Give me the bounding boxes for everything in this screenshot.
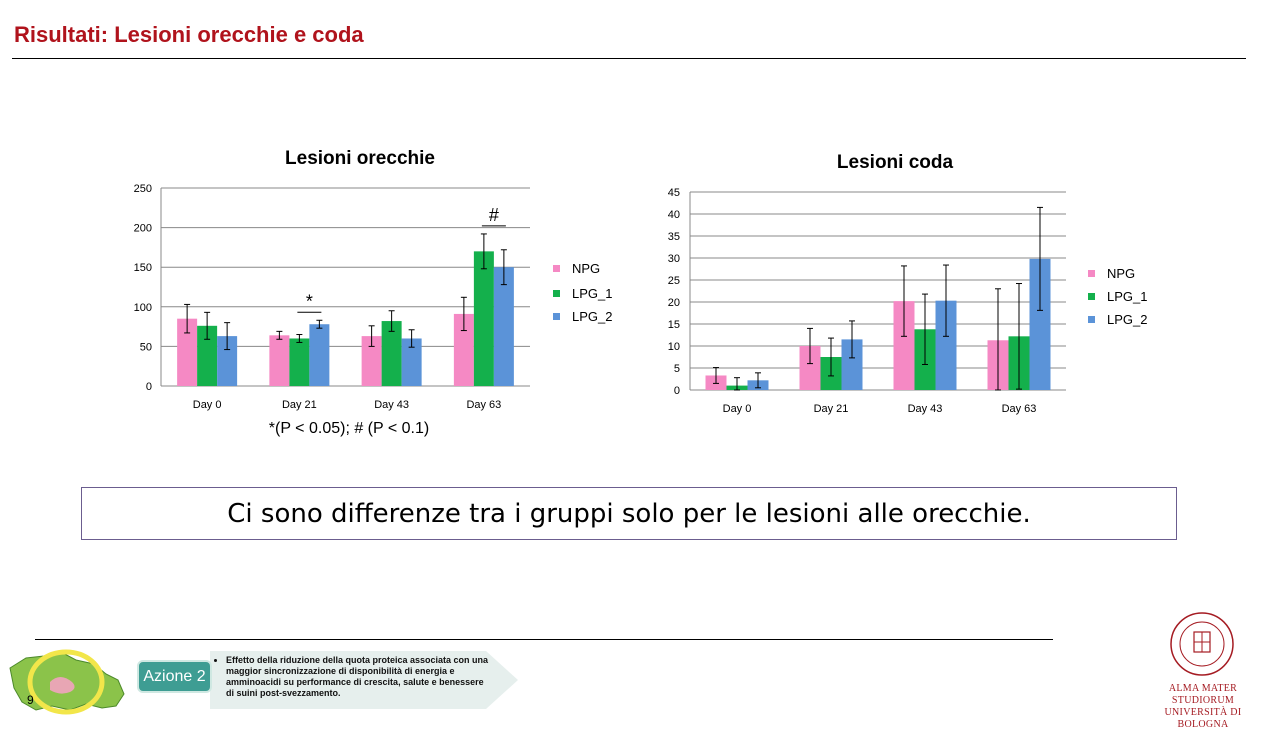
c1-x-tick-label: Day 0	[723, 403, 752, 415]
c0-y-tick-label: 100	[134, 302, 152, 314]
c0-x-tick-label: Day 63	[466, 399, 501, 411]
action-arrow	[210, 651, 518, 709]
c1-y-tick-label: 25	[668, 275, 680, 287]
university-name: ALMA MATER STUDIORUM UNIVERSITÀ DI BOLOG…	[1140, 683, 1266, 731]
c0-bar-LPG_1	[473, 251, 494, 386]
c0-bar-NPG	[177, 318, 198, 386]
c1-bar-LPG_2	[841, 339, 863, 390]
c1-y-tick-label: 40	[668, 209, 680, 221]
c1-bar-LPG_2	[935, 300, 957, 390]
c1-legend-label: LPG_1	[1107, 289, 1147, 304]
c1-y-tick-label: 45	[668, 187, 680, 199]
c1-chart-title: Lesioni coda	[837, 152, 954, 173]
c0-significance-marker: #	[489, 205, 499, 225]
c0-bar-LPG_1	[197, 325, 218, 386]
c0-legend-label: NPG	[572, 261, 600, 276]
c0-bar-LPG_2	[493, 267, 514, 386]
c0-bar-NPG	[361, 336, 382, 386]
c0-y-tick-label: 50	[140, 341, 152, 353]
page-number: 9	[27, 693, 34, 707]
action-label: Azione 2	[137, 660, 212, 693]
c0-legend-label: LPG_1	[572, 286, 612, 301]
c1-x-tick-label: Day 21	[814, 403, 849, 415]
c0-bar-NPG	[269, 335, 290, 386]
c1-bar-LPG_2	[1029, 258, 1051, 390]
c0-footnote: *(P < 0.05); # (P < 0.1)	[269, 420, 429, 437]
c0-legend-swatch-LPG_1	[553, 290, 560, 297]
conclusion-box: Ci sono differenze tra i gruppi solo per…	[81, 487, 1177, 540]
c1-y-tick-label: 15	[668, 319, 680, 331]
c0-bar-LPG_1	[381, 321, 402, 386]
c1-y-tick-label: 0	[674, 385, 680, 397]
c1-legend-label: LPG_2	[1107, 312, 1147, 327]
title-divider	[12, 58, 1246, 59]
c1-y-tick-label: 35	[668, 231, 680, 243]
c1-y-tick-label: 20	[668, 297, 680, 309]
c0-bar-LPG_2	[217, 336, 238, 386]
c0-bar-LPG_2	[309, 324, 330, 386]
c1-legend-swatch-LPG_1	[1088, 293, 1095, 300]
c1-bar-NPG	[799, 346, 821, 390]
footer-divider	[35, 639, 1053, 640]
c1-legend-label: NPG	[1107, 266, 1135, 281]
c0-x-tick-label: Day 0	[193, 399, 222, 411]
c0-legend-swatch-NPG	[553, 265, 560, 272]
c0-y-tick-label: 200	[134, 223, 152, 235]
university-name-line1: ALMA MATER STUDIORUM	[1168, 683, 1238, 706]
c1-y-tick-label: 30	[668, 253, 680, 265]
c0-y-tick-label: 0	[146, 381, 152, 393]
c1-legend-swatch-LPG_2	[1088, 316, 1095, 323]
c0-bar-LPG_2	[401, 338, 422, 386]
c0-significance-marker: *	[306, 291, 313, 311]
c0-chart-title: Lesioni orecchie	[285, 148, 435, 169]
c1-bar-NPG	[893, 301, 915, 390]
c1-legend-swatch-NPG	[1088, 270, 1095, 277]
c0-x-tick-label: Day 43	[374, 399, 409, 411]
c1-x-tick-label: Day 63	[1002, 403, 1037, 415]
c0-bar-NPG	[453, 313, 474, 386]
action-description: Effetto della riduzione della quota prot…	[214, 655, 489, 699]
region-map-logo	[9, 649, 125, 715]
c0-bar-LPG_1	[289, 338, 310, 386]
slide-title: Risultati: Lesioni orecchie e coda	[14, 22, 364, 47]
c1-y-tick-label: 5	[674, 363, 680, 375]
c0-x-tick-label: Day 21	[282, 399, 317, 411]
university-name-line2: UNIVERSITÀ DI BOLOGNA	[1164, 707, 1242, 730]
c0-y-tick-label: 150	[134, 262, 152, 274]
c1-x-tick-label: Day 43	[908, 403, 943, 415]
c0-legend-swatch-LPG_2	[553, 313, 560, 320]
action-description-text: Effetto della riduzione della quota prot…	[226, 655, 489, 699]
c0-legend-label: LPG_2	[572, 309, 612, 324]
university-seal-logo	[1170, 612, 1234, 676]
c0-y-tick-label: 250	[134, 183, 152, 195]
c1-y-tick-label: 10	[668, 341, 680, 353]
